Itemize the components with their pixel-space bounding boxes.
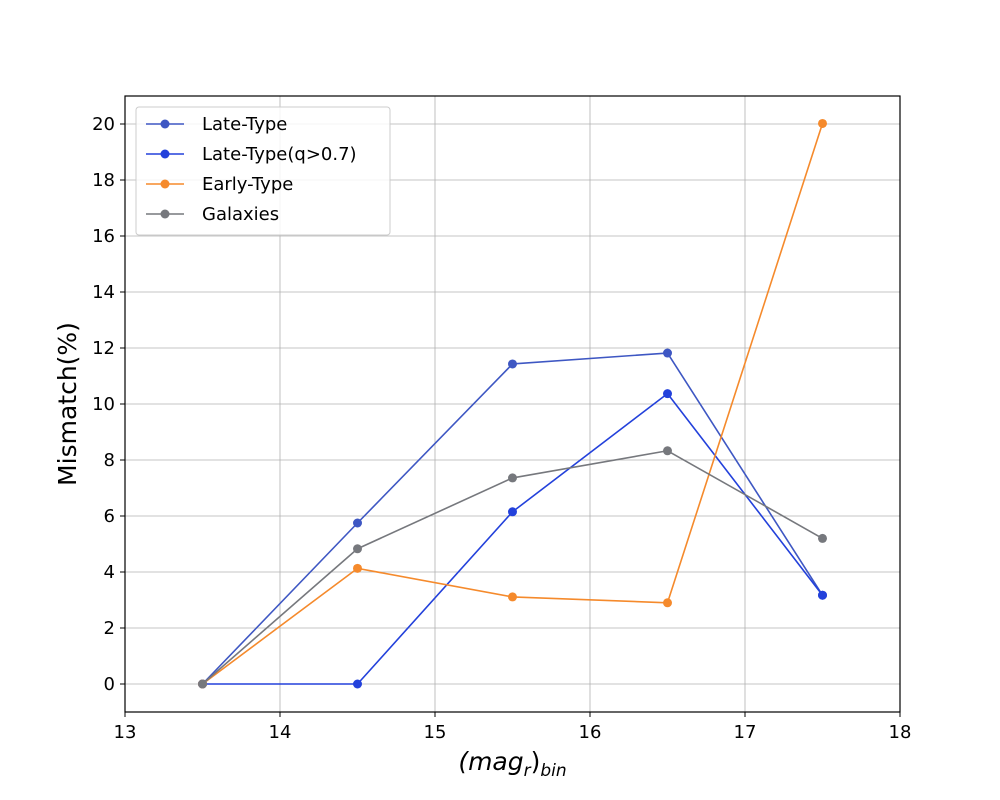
data-point-galaxies — [663, 446, 672, 456]
x-tick-label: 15 — [424, 722, 447, 743]
data-point-late-type-q-0-7 — [508, 507, 517, 517]
legend-entry-early-type: Early-Type — [146, 174, 293, 195]
series-line-late-type-q-0-7 — [202, 392, 824, 685]
legend-label-late-type-q-0-7: Late-Type(q>0.7) — [202, 144, 357, 165]
legend-entry-late-type: Late-Type — [146, 114, 287, 135]
legend-entry-late-type-q-0-7: Late-Type(q>0.7) — [146, 144, 357, 165]
data-point-galaxies — [353, 544, 362, 554]
legend-entry-galaxies: Galaxies — [146, 204, 279, 225]
legend-label-early-type: Early-Type — [202, 174, 293, 195]
legend-label-late-type: Late-Type — [202, 114, 287, 135]
series-line-late-type — [201, 352, 824, 685]
data-point-galaxies — [198, 679, 207, 689]
x-axis-label: (magr)bin — [458, 747, 566, 781]
x-tick-label: 14 — [269, 722, 292, 743]
series-line-galaxies — [201, 449, 823, 685]
y-tick-label: 2 — [104, 618, 115, 639]
data-point-galaxies — [508, 473, 517, 483]
legend-marker-late-type-q-0-7 — [160, 149, 170, 159]
data-point-late-type-q-0-7 — [353, 679, 362, 689]
series-layer — [198, 118, 827, 689]
y-tick-label: 8 — [104, 450, 115, 471]
data-point-early-type — [508, 592, 517, 602]
axis-ticks: 13 14 15 16 17 18 0 2 4 6 8 10 12 14 16 18 20 — [92, 114, 911, 743]
x-tick-label: 16 — [579, 722, 602, 743]
data-point-late-type — [663, 348, 672, 358]
y-tick-label: 0 — [104, 674, 115, 695]
x-axis-label-subscript-r: r — [524, 761, 532, 781]
legend-marker-early-type — [160, 179, 170, 189]
y-tick-label: 10 — [92, 394, 115, 415]
legend-marker-galaxies — [160, 209, 170, 219]
y-tick-label: 14 — [92, 282, 115, 303]
data-point-late-type-q-0-7 — [663, 389, 672, 399]
legend: Late-Type Late-Type(q>0.7) Early-Type Galax… — [135, 106, 391, 236]
x-axis-label-close: ) — [531, 747, 541, 776]
x-tick-label: 13 — [114, 722, 137, 743]
series-galaxies — [198, 446, 827, 689]
data-point-early-type — [663, 598, 672, 608]
y-tick-label: 6 — [104, 506, 115, 527]
data-point-late-type-q-0-7 — [818, 590, 827, 600]
x-axis-label-subscript-bin: bin — [540, 761, 566, 781]
y-axis-label: Mismatch(%) — [53, 322, 82, 486]
data-point-late-type — [508, 359, 517, 369]
legend-box — [135, 106, 391, 236]
legend-marker-late-type — [160, 119, 170, 129]
x-axis-label-main: (mag — [458, 747, 523, 776]
data-point-early-type — [353, 563, 362, 573]
x-tick-label: 18 — [889, 722, 912, 743]
series-late-type-q-0-7 — [198, 389, 827, 689]
data-point-early-type — [818, 118, 827, 128]
legend-label-galaxies: Galaxies — [202, 204, 279, 225]
y-tick-label: 20 — [92, 114, 115, 135]
data-point-galaxies — [818, 533, 827, 543]
data-point-late-type — [353, 518, 362, 528]
y-tick-label: 18 — [92, 170, 115, 191]
y-tick-label: 4 — [104, 562, 115, 583]
x-tick-label: 17 — [734, 722, 757, 743]
y-tick-label: 16 — [92, 226, 115, 247]
y-tick-label: 12 — [92, 338, 115, 359]
